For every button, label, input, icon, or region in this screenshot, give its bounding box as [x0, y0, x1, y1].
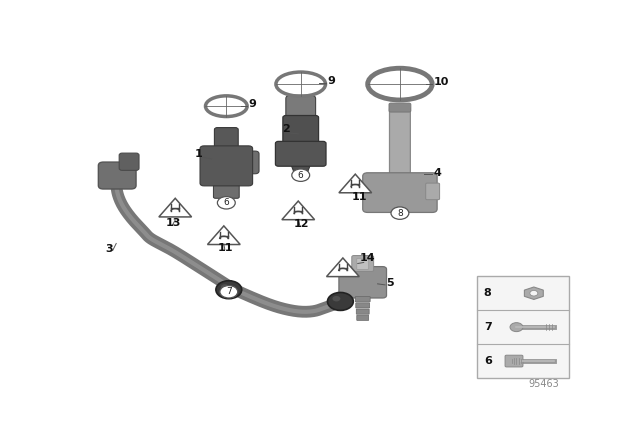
Polygon shape	[291, 164, 310, 174]
Text: 4: 4	[434, 168, 442, 177]
FancyBboxPatch shape	[119, 153, 139, 170]
Text: 5: 5	[387, 278, 394, 288]
FancyBboxPatch shape	[200, 146, 253, 186]
FancyBboxPatch shape	[356, 258, 369, 269]
Text: 6: 6	[223, 198, 229, 207]
Circle shape	[328, 293, 353, 310]
FancyBboxPatch shape	[286, 95, 316, 123]
Polygon shape	[282, 201, 315, 220]
Circle shape	[332, 296, 340, 302]
Text: 10: 10	[434, 77, 449, 87]
Polygon shape	[159, 198, 191, 217]
Polygon shape	[339, 174, 372, 193]
FancyBboxPatch shape	[275, 142, 326, 166]
FancyBboxPatch shape	[505, 355, 523, 367]
FancyBboxPatch shape	[339, 267, 387, 298]
Circle shape	[292, 169, 310, 181]
Text: 8: 8	[484, 288, 492, 298]
Text: 7: 7	[226, 287, 232, 296]
Text: 11: 11	[218, 243, 234, 254]
FancyBboxPatch shape	[352, 255, 374, 271]
Circle shape	[220, 285, 237, 298]
Text: 6: 6	[484, 356, 492, 366]
Text: 7: 7	[484, 322, 492, 332]
FancyBboxPatch shape	[356, 303, 370, 308]
Text: 14: 14	[360, 254, 376, 263]
Text: 11: 11	[352, 192, 367, 202]
Text: 6: 6	[298, 171, 303, 180]
Text: 3: 3	[106, 244, 113, 254]
FancyBboxPatch shape	[355, 297, 370, 302]
FancyBboxPatch shape	[232, 151, 259, 174]
Polygon shape	[477, 276, 568, 378]
Text: 9: 9	[327, 77, 335, 86]
Circle shape	[391, 207, 409, 220]
Circle shape	[510, 323, 523, 332]
FancyBboxPatch shape	[283, 116, 319, 147]
FancyBboxPatch shape	[99, 162, 136, 189]
Text: 9: 9	[249, 99, 257, 109]
Circle shape	[221, 284, 229, 290]
FancyBboxPatch shape	[213, 181, 239, 198]
Text: 8: 8	[397, 209, 403, 218]
Text: 12: 12	[293, 219, 308, 229]
Polygon shape	[207, 226, 240, 245]
Circle shape	[216, 281, 242, 299]
FancyBboxPatch shape	[389, 103, 411, 112]
FancyBboxPatch shape	[363, 173, 437, 212]
Text: 13: 13	[166, 218, 181, 228]
FancyBboxPatch shape	[356, 309, 369, 314]
Circle shape	[530, 290, 538, 296]
FancyBboxPatch shape	[390, 107, 410, 180]
Text: 2: 2	[282, 124, 290, 134]
Polygon shape	[524, 287, 543, 299]
FancyBboxPatch shape	[356, 315, 369, 320]
FancyBboxPatch shape	[214, 128, 238, 152]
Text: 1: 1	[195, 149, 203, 159]
Circle shape	[218, 197, 236, 209]
FancyBboxPatch shape	[426, 183, 440, 200]
Text: 95463: 95463	[528, 379, 559, 389]
Polygon shape	[326, 258, 359, 276]
